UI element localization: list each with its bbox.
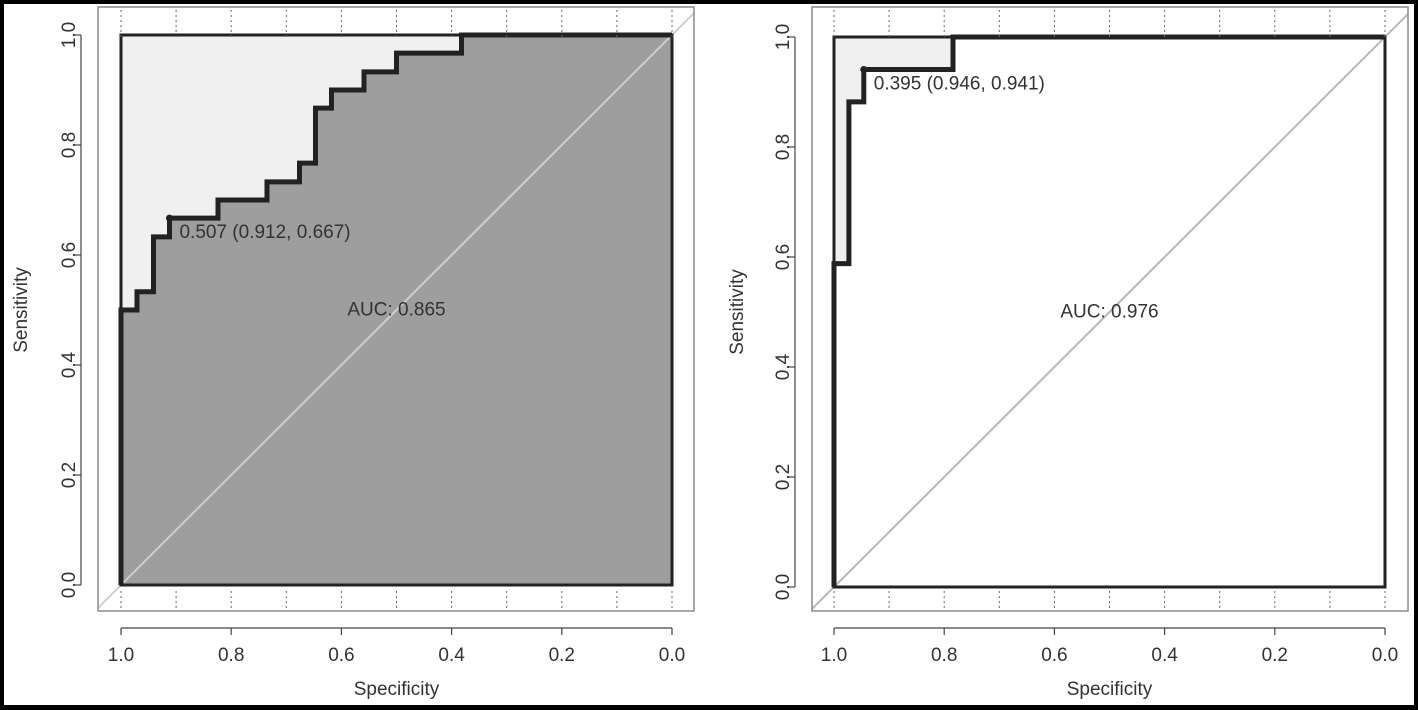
y-tick-label: 0.2	[773, 464, 794, 490]
left-roc-panel: 1.0 0.8 0.6 0.4 0.2 0.0 Specificity 0.0 0.2 0.4 0.…	[11, 6, 695, 700]
figure: 1.0 0.8 0.6 0.4 0.2 0.0 Specificity 0.0 0.2 0.4 0.…	[4, 4, 1414, 705]
roc-curve	[118, 32, 672, 585]
plot-frame	[811, 6, 1409, 612]
reference-diagonal	[812, 12, 1408, 611]
y-tick-label: 0.8	[773, 134, 794, 160]
x-tick-label: 1.0	[821, 645, 847, 666]
x-tick-label: 0.4	[438, 645, 465, 666]
y-tick-label: 0.0	[773, 574, 794, 600]
y-axis-label: Sensitivity	[11, 267, 32, 353]
y-tick-label: 1.0	[59, 22, 80, 48]
right-roc-panel: 1.0 0.8 0.6 0.4 0.2 0.0 Specificity 0.0 0.2 0.4 0.…	[727, 6, 1409, 700]
threshold-point	[860, 65, 868, 73]
x-tick-label: 0.2	[549, 645, 575, 666]
y-tick-label: 0.2	[59, 462, 80, 488]
y-tick-label: 0.4	[59, 351, 80, 378]
roc-figure: 1.0 0.8 0.6 0.4 0.2 0.0 Specificity 0.0 0.2 0.4 0.…	[11, 6, 1409, 700]
y-tick-label: 0.8	[59, 132, 80, 158]
y-tick-label: 0.6	[59, 242, 80, 268]
x-tick-label: 1.0	[108, 645, 134, 666]
x-tick-label: 0.4	[1151, 645, 1178, 666]
reference-diagonal	[98, 11, 694, 610]
auc-label: AUC: 0.865	[347, 300, 445, 321]
x-tick-label: 0.0	[1372, 645, 1398, 666]
y-tick-label: 0.0	[59, 572, 80, 598]
x-tick-label: 0.8	[218, 645, 244, 666]
threshold-label: 0.507 (0.912, 0.667)	[179, 222, 350, 243]
x-tick-label: 0.2	[1262, 645, 1288, 666]
y-tick-label: 0.4	[773, 353, 794, 380]
y-tick-label: 0.6	[773, 244, 794, 270]
x-axis-label: Specificity	[1067, 679, 1153, 700]
plot-frame	[97, 6, 695, 612]
x-tick-label: 0.6	[1041, 645, 1067, 666]
x-tick-label: 0.8	[931, 645, 957, 666]
x-tick-label: 0.0	[659, 645, 685, 666]
threshold-point	[165, 214, 173, 222]
y-tick-label: 1.0	[773, 24, 794, 50]
auc-label: AUC: 0.976	[1060, 302, 1158, 323]
threshold-label: 0.395 (0.946, 0.941)	[874, 73, 1045, 94]
roc-curve	[831, 34, 1385, 587]
x-axis-label: Specificity	[354, 679, 440, 700]
x-tick-label: 0.6	[328, 645, 354, 666]
y-axis-label: Sensitivity	[727, 269, 748, 355]
